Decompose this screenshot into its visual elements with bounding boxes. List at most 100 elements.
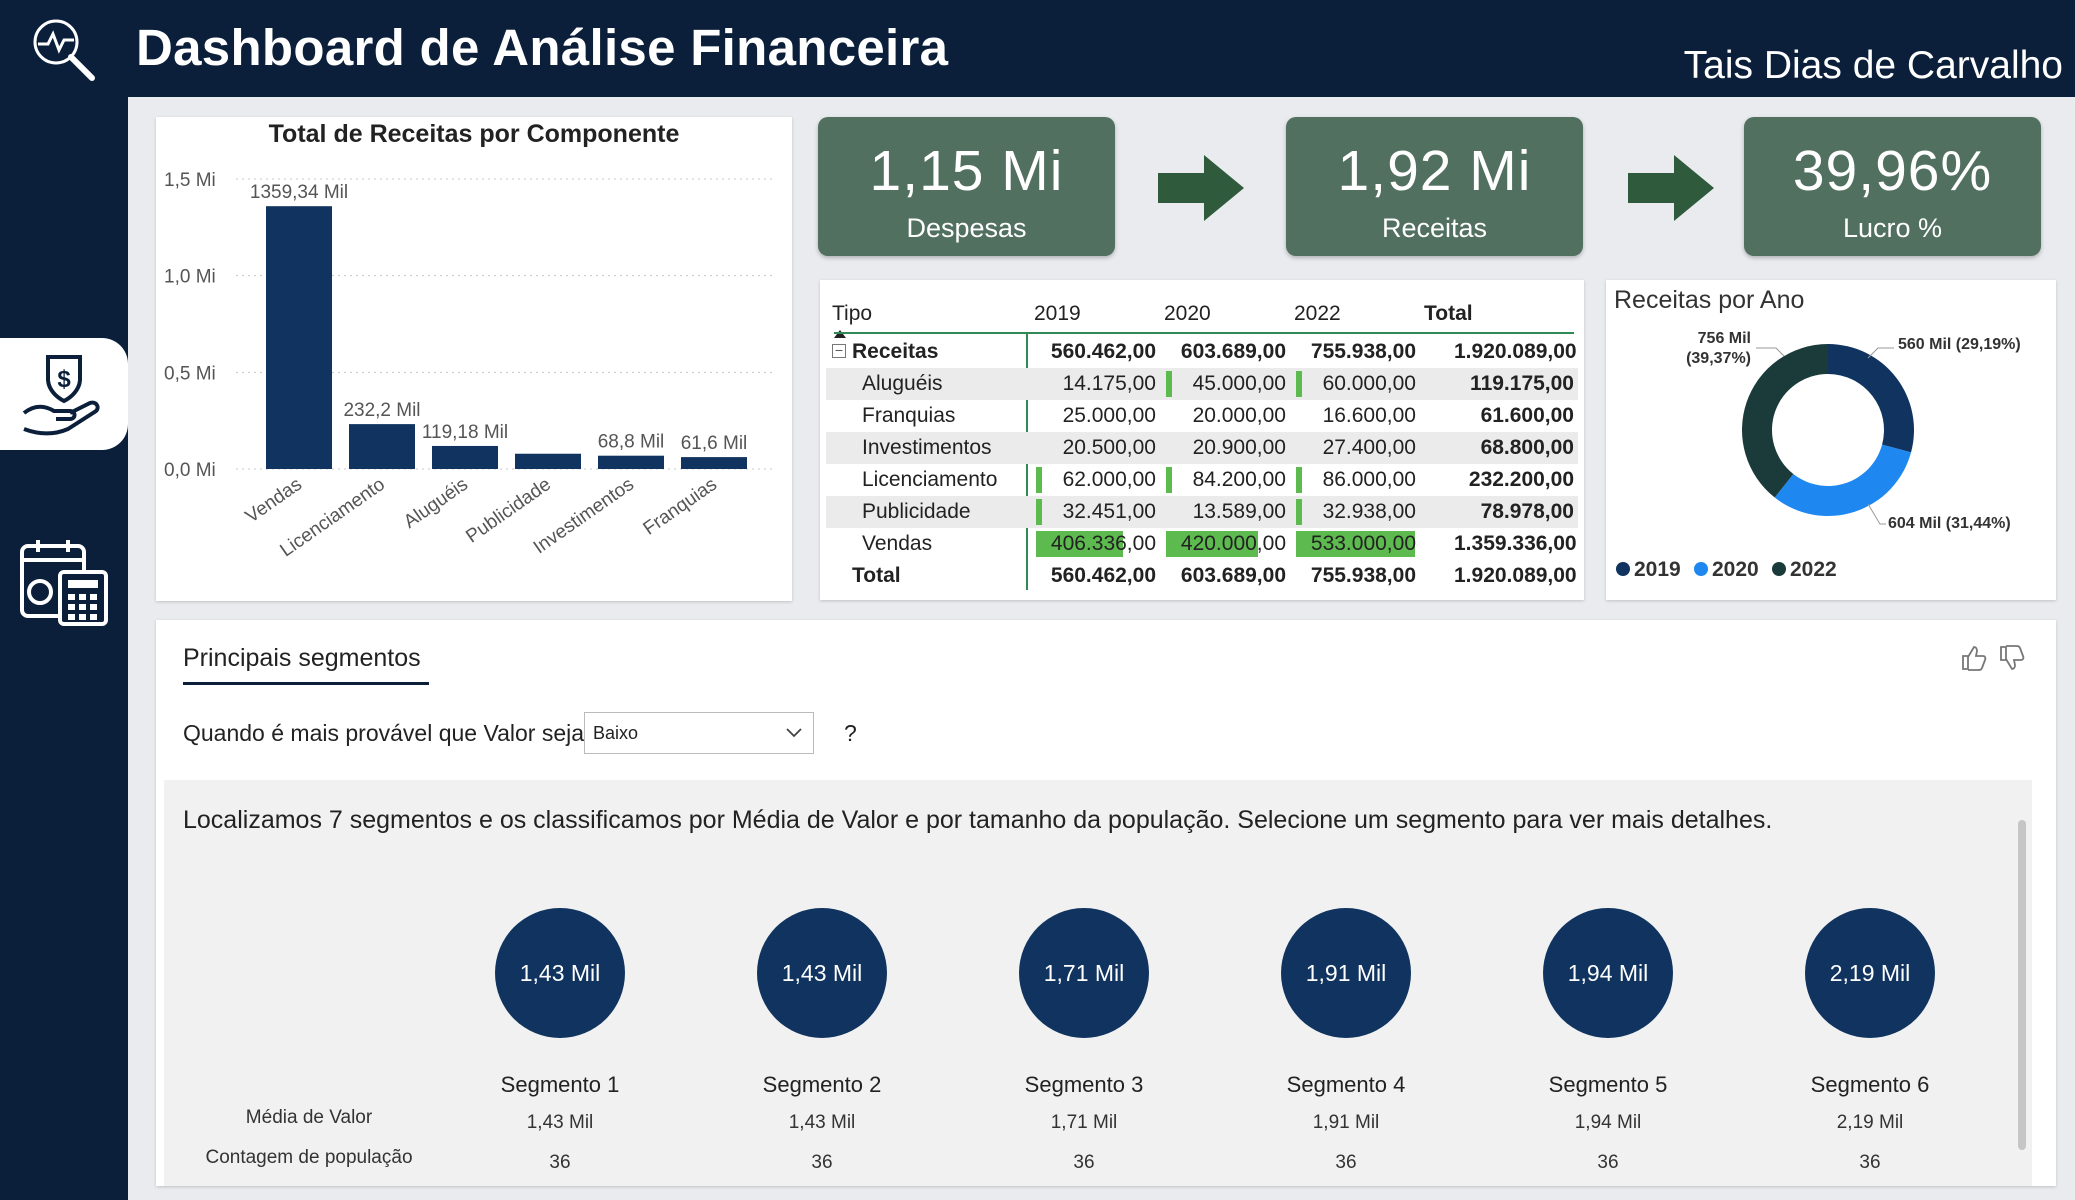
matrix-row[interactable]: Aluguéis 14.175,00 45.000,00 60.000,00 119.1…	[826, 368, 1578, 400]
question-label: Quando é mais provável que Valor seja	[183, 720, 585, 746]
value-dropdown[interactable]: Baixo	[584, 712, 814, 754]
donut-slice-2022[interactable]	[1742, 344, 1828, 498]
thumbs-down-icon[interactable]	[1998, 644, 2026, 672]
bar-investimentos[interactable]	[598, 455, 664, 469]
bar-vendas[interactable]	[266, 206, 332, 469]
matrix-total-row[interactable]: − Receitas 560.462,00 603.689,00 755.938,00 1…	[826, 336, 1578, 368]
bar-chart-receitas-por-componente[interactable]: Total de Receitas por Componente 0,0 Mi 0…	[156, 117, 792, 601]
row-label: Aluguéis	[862, 372, 943, 395]
sort-ascending-icon[interactable]	[834, 330, 846, 338]
matrix-cell: 603.689,00	[1180, 340, 1286, 363]
chart-title: Total de Receitas por Componente	[269, 120, 680, 148]
matrix-cell: 1.920.089,00	[1454, 564, 1577, 587]
row-label: Franquias	[862, 404, 956, 427]
scrollbar[interactable]	[2018, 820, 2026, 1150]
data-bar	[1036, 531, 1123, 557]
segment-4[interactable]: 1,91 Mil Segmento 4 1,91 Mil 36	[1246, 908, 1446, 1174]
matrix-cell: 603.689,00	[1180, 564, 1286, 587]
key-influencers-segments: Principais segmentos Quando é mais prová…	[156, 620, 2056, 1186]
column-header-2022[interactable]: 2022	[1294, 302, 1341, 325]
segment-bubble[interactable]: 2,19 Mil	[1805, 908, 1935, 1038]
matrix-receitas-por-ano[interactable]: Tipo 2019 2020 2022 Total − Receitas 560.4…	[820, 280, 1584, 600]
segment-bubble[interactable]: 1,91 Mil	[1281, 908, 1411, 1038]
segment-count: 36	[811, 1152, 833, 1173]
donut-slice-2019[interactable]	[1828, 344, 1914, 453]
matrix-cell: 62.000,00	[1062, 468, 1156, 491]
matrix-cell: 420.000,00	[1180, 532, 1286, 555]
legend-label[interactable]: 2020	[1712, 558, 1759, 581]
segment-name: Segmento 2	[762, 1072, 882, 1097]
matrix-row[interactable]: Publicidade 32.451,00 13.589,00 32.938,00 78…	[826, 496, 1578, 528]
matrix-cell: 60.000,00	[1322, 372, 1416, 395]
bar-franquias[interactable]	[681, 457, 747, 469]
bar-aluguéis[interactable]	[432, 445, 498, 469]
segment-name: Segmento 1	[500, 1072, 620, 1097]
kpi-label: Despesas	[906, 213, 1027, 243]
kpi-despesas[interactable]: 1,15 Mi Despesas	[818, 117, 1115, 256]
segment-3[interactable]: 1,71 Mil Segmento 3 1,71 Mil 36	[984, 908, 1184, 1174]
column-header-2020[interactable]: 2020	[1164, 302, 1211, 325]
legend-label[interactable]: 2022	[1790, 558, 1837, 581]
segment-6[interactable]: 2,19 Mil Segmento 6 2,19 Mil 36	[1770, 908, 1970, 1174]
segment-count: 36	[1597, 1152, 1619, 1173]
question-mark: ?	[844, 720, 857, 746]
matrix-cell: 61.600,00	[1480, 404, 1574, 427]
segments-panel: Localizamos 7 segmentos e os classificam…	[164, 780, 2032, 1186]
x-tick-label: Aluguéis	[400, 474, 472, 533]
segment-media: 1,94 Mil	[1574, 1112, 1642, 1133]
author-name: Tais Dias de Carvalho	[1683, 44, 2063, 87]
svg-text:$: $	[57, 366, 71, 393]
calendar-calculator-icon	[20, 540, 108, 626]
data-bar	[1166, 467, 1172, 493]
segment-bubble[interactable]: 1,43 Mil	[757, 908, 887, 1038]
x-tick-label: Franquias	[640, 474, 721, 540]
segment-bubble[interactable]: 1,43 Mil	[495, 908, 625, 1038]
kpi-receitas[interactable]: 1,92 Mi Receitas	[1286, 117, 1583, 256]
matrix-total-row[interactable]: Total 560.462,00 603.689,00 755.938,00 1.920…	[826, 560, 1578, 592]
matrix-row[interactable]: Licenciamento 62.000,00 84.200,00 86.000,00…	[826, 464, 1578, 496]
bar-licenciamento[interactable]	[349, 424, 415, 469]
segment-5[interactable]: 1,94 Mil Segmento 5 1,94 Mil 36	[1508, 908, 1708, 1174]
y-tick-label: 0,0 Mi	[164, 460, 216, 481]
segment-bubble[interactable]: 1,94 Mil	[1543, 908, 1673, 1038]
page-title: Dashboard de Análise Financeira	[136, 19, 949, 76]
data-bar	[1296, 499, 1302, 525]
data-bar	[1036, 499, 1042, 525]
sidebar-item-planejamento[interactable]	[0, 525, 128, 637]
legend-label[interactable]: 2019	[1634, 558, 1681, 581]
collapse-icon[interactable]: −	[832, 343, 846, 358]
matrix-row[interactable]: Franquias 25.000,00 20.000,00 16.600,00 61.6…	[826, 400, 1578, 432]
matrix-cell: 20.000,00	[1192, 404, 1286, 427]
matrix-cell: 45.000,00	[1192, 372, 1286, 395]
segment-bubble[interactable]: 1,71 Mil	[1019, 908, 1149, 1038]
legend-marker	[1616, 562, 1630, 576]
thumbs-up-icon[interactable]	[1960, 644, 1988, 672]
matrix-row[interactable]: Vendas 406.336,00 420.000,00 533.000,00 1.35…	[826, 528, 1578, 560]
bar-publicidade[interactable]	[515, 453, 581, 469]
column-header-tipo[interactable]: Tipo	[832, 302, 873, 325]
column-header-2019[interactable]: 2019	[1034, 302, 1081, 325]
matrix-row[interactable]: Investimentos 20.500,00 20.900,00 27.400,00…	[826, 432, 1578, 464]
tab-principais-segmentos[interactable]: Principais segmentos	[183, 644, 421, 672]
y-tick-label: 1,0 Mi	[164, 267, 216, 288]
segment-name: Segmento 6	[1810, 1072, 1930, 1097]
donut-chart-receitas-por-ano[interactable]: Receitas por Ano 560 Mil (29,19%) 604 Mil…	[1606, 280, 2056, 600]
segment-bubble-value: 1,94 Mil	[1567, 959, 1649, 986]
sidebar	[0, 97, 128, 1200]
data-bar	[1166, 371, 1172, 397]
column-header-total[interactable]: Total	[1424, 302, 1473, 325]
segment-bubble-value: 1,71 Mil	[1043, 959, 1125, 986]
matrix-cell: 27.400,00	[1322, 436, 1416, 459]
arrow-right-icon	[1158, 155, 1244, 221]
kpi-lucro[interactable]: 39,96% Lucro %	[1744, 117, 2041, 256]
sidebar-item-receitas[interactable]: $	[0, 338, 128, 450]
legend-marker	[1772, 562, 1786, 576]
chart-title: Receitas por Ano	[1614, 286, 1804, 314]
segment-1[interactable]: 1,43 Mil Segmento 1 1,43 Mil 36	[460, 908, 660, 1174]
segment-name: Segmento 4	[1286, 1072, 1406, 1097]
bar-chart-svg: Total de Receitas por Componente 0,0 Mi 0…	[164, 120, 776, 561]
segment-2[interactable]: 1,43 Mil Segmento 2 1,43 Mil 36	[722, 908, 922, 1174]
matrix-cell: 16.600,00	[1322, 404, 1416, 427]
donut-slice-2020[interactable]	[1774, 444, 1912, 516]
kpi-label: Lucro %	[1842, 213, 1943, 243]
